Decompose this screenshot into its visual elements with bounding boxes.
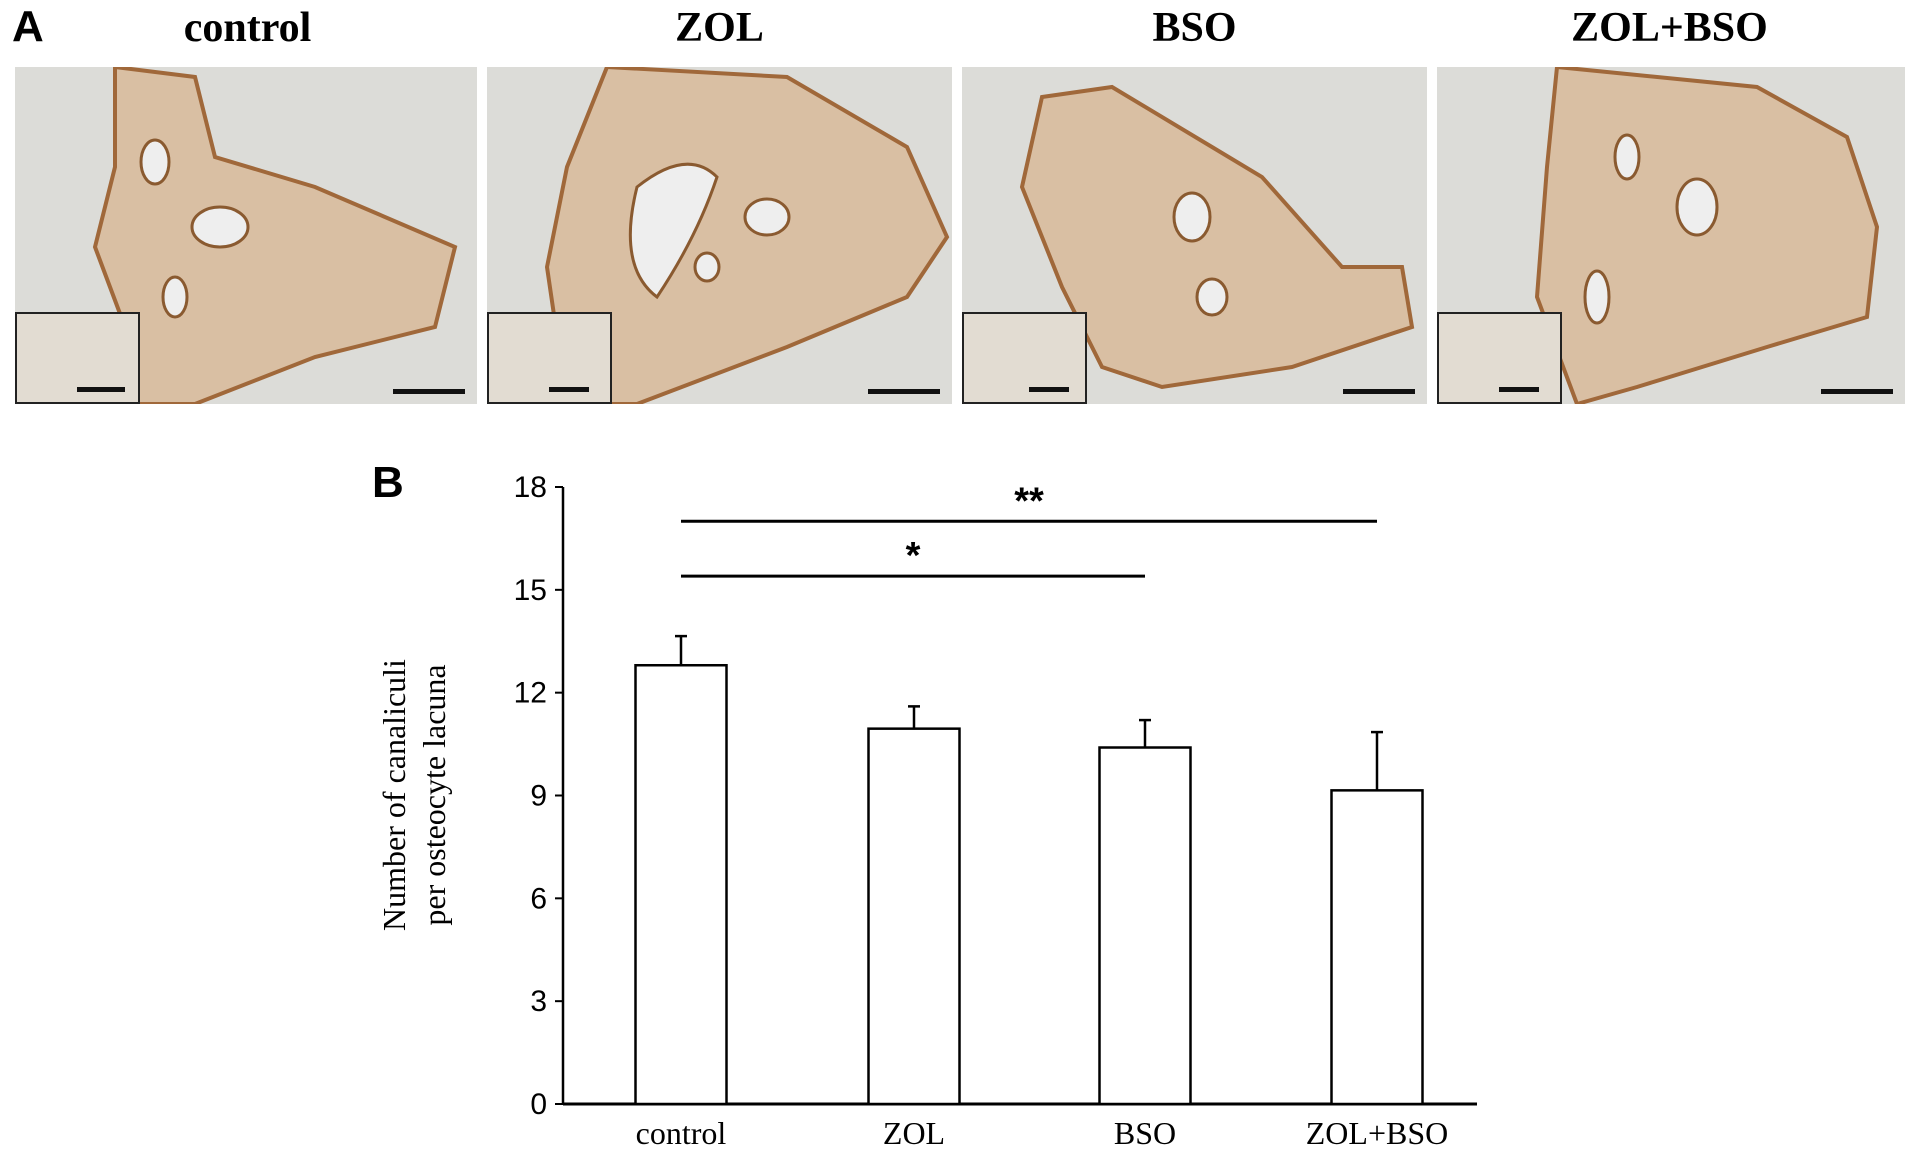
inset-zol-bso — [1437, 312, 1562, 404]
inset-scale-bar — [549, 387, 589, 392]
image-title-zol-bso: ZOL+BSO — [1571, 5, 1768, 51]
y-tick-label: 6 — [530, 882, 547, 915]
inset-scale-bar — [1499, 387, 1539, 392]
bar-zol-bso — [1330, 789, 1424, 1106]
x-tick-label: control — [636, 1115, 727, 1151]
y-tick-label: 9 — [530, 780, 547, 813]
inset-scale-bar — [1029, 387, 1069, 392]
inset-control — [15, 312, 140, 404]
significance-marker: ** — [1014, 480, 1044, 522]
bar-zol — [867, 727, 961, 1106]
scale-bar — [1343, 389, 1415, 394]
micrograph-zol-bso — [1437, 67, 1905, 404]
y-tick-label: 3 — [530, 985, 547, 1018]
y-tick-label: 0 — [530, 1088, 547, 1121]
y-tick-label: 12 — [514, 677, 547, 710]
inset-zol — [487, 312, 612, 404]
x-tick-label: BSO — [1114, 1115, 1176, 1151]
inset-scale-bar — [77, 387, 125, 392]
y-axis-label-line1: Number of canaliculi — [376, 659, 412, 931]
significance-marker: * — [906, 535, 921, 577]
scale-bar — [1821, 389, 1893, 394]
y-tick-label: 18 — [514, 471, 547, 504]
micrograph-zol — [487, 67, 952, 404]
image-title-control: control — [183, 5, 312, 51]
image-title-zol: ZOL — [675, 5, 764, 51]
panel-a-label: A — [12, 2, 44, 51]
bar-bso — [1098, 746, 1192, 1106]
bar-control — [634, 663, 728, 1106]
micrograph-bso — [962, 67, 1427, 404]
scale-bar — [868, 389, 940, 394]
inset-bso — [962, 312, 1087, 404]
micrograph-control — [15, 67, 477, 404]
x-tick-label: ZOL — [883, 1115, 945, 1151]
scale-bar — [393, 389, 465, 394]
image-title-bso: BSO — [1152, 5, 1237, 51]
panel-b-label: B — [372, 458, 404, 507]
x-tick-label: ZOL+BSO — [1306, 1115, 1449, 1151]
y-tick-label: 15 — [514, 574, 547, 607]
y-axis-label-line2: per osteocyte lacuna — [416, 664, 452, 925]
